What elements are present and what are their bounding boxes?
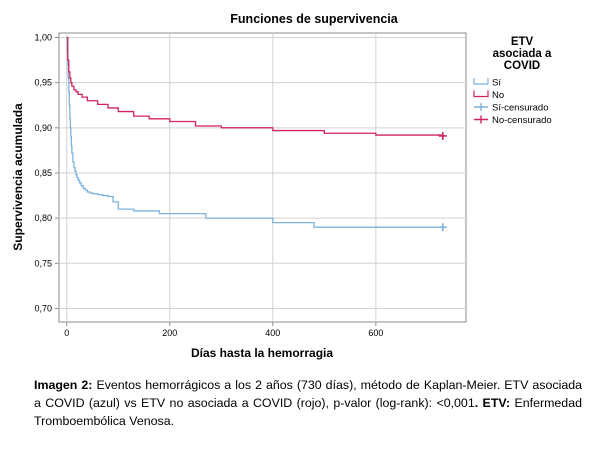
x-tick-label: 400 (265, 328, 280, 338)
legend-plus-swatch (474, 103, 488, 111)
y-tick-label: 0,75 (34, 258, 52, 268)
series-line-no (66, 36, 444, 136)
x-axis-label: Días hasta la hemorragia (191, 346, 333, 360)
legend-title-line: ETV (511, 36, 534, 48)
legend-entry-label: No-censurado (492, 115, 552, 126)
caption-label: Imagen 2: (34, 378, 93, 392)
y-tick-label: 0,85 (34, 168, 52, 178)
y-tick-label: 0,95 (34, 78, 52, 88)
x-tick-label: 200 (162, 328, 177, 338)
legend-entry-label: No (492, 90, 504, 101)
y-tick-label: 1,00 (34, 33, 52, 43)
figure-caption: Imagen 2: Eventos hemorrágicos a los 2 a… (34, 376, 582, 430)
censor-marker (438, 223, 447, 232)
legend-title-line: COVID (504, 60, 540, 72)
y-tick-label: 0,80 (34, 213, 52, 223)
caption-abbr-label: . ETV: (474, 396, 511, 410)
axis-ticks: 0 200 400 600 1,00 0,95 0,90 0,85 0,80 0,75 0,70 (34, 33, 383, 338)
survival-chart: Funciones de supervivencia 0 200 400 600 1,0… (11, 12, 552, 360)
chart-title: Funciones de supervivencia (230, 12, 398, 26)
legend-title-line: asociada a (493, 48, 552, 60)
y-tick-label: 0,70 (34, 303, 52, 313)
y-tick-label: 0,90 (34, 123, 52, 133)
legend-plus-swatch (474, 115, 488, 124)
caption-abbr-text: Enfermedad Tromboembólica Venosa. (34, 396, 582, 428)
legend-line-swatch (473, 90, 489, 98)
caption-body: Eventos hemorrágicos a los 2 años (730 d… (34, 378, 583, 410)
y-axis-label: Supervivencia acumulada (11, 103, 25, 251)
censor-marker (438, 131, 447, 140)
x-tick-label: 600 (368, 328, 383, 338)
legend-line-swatch (473, 78, 489, 85)
legend-entry-label: Sí-censurado (492, 103, 549, 114)
plot-area (58, 32, 467, 323)
series-line-si (66, 36, 443, 228)
legend-entry-label: Sí (492, 78, 501, 89)
x-tick-label: 0 (64, 328, 69, 338)
series-layer (66, 36, 447, 232)
legend-title: ETV asociada a COVID (493, 36, 552, 72)
